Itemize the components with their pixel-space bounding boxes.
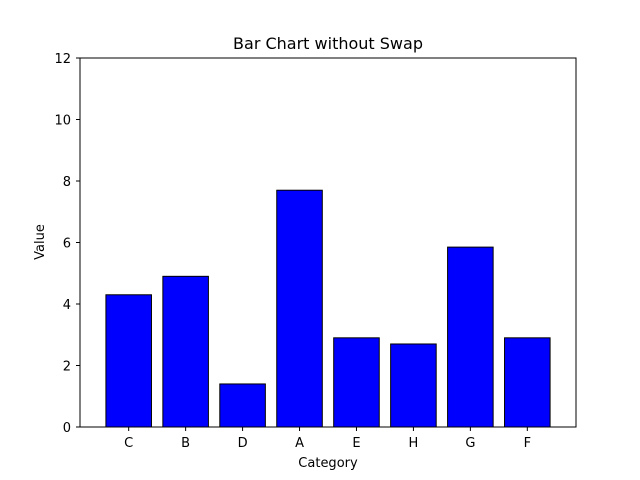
- y-tick-label: 10: [54, 114, 71, 129]
- bar-F: [504, 337, 551, 428]
- plot-frame: [79, 57, 577, 428]
- x-tick-label: H: [409, 436, 419, 451]
- x-axis-label: Category: [298, 456, 358, 471]
- bar-E: [333, 337, 380, 428]
- chart-title: Bar Chart without Swap: [233, 34, 423, 53]
- x-tick-label: A: [295, 436, 304, 451]
- y-axis-ticks: 0 2 4 6 8 10 12: [54, 52, 80, 436]
- x-tick-label: B: [181, 436, 190, 451]
- bars-group: [105, 189, 551, 428]
- x-tick-label: C: [124, 436, 133, 451]
- y-tick-label: 8: [63, 175, 71, 190]
- x-tick-label: D: [238, 436, 248, 451]
- y-tick-label: 4: [63, 298, 71, 313]
- bar-A: [276, 189, 323, 428]
- y-tick-label: 12: [54, 52, 71, 67]
- y-tick-label: 6: [63, 237, 71, 252]
- y-tick-label: 2: [63, 360, 71, 375]
- y-axis-label: Value: [33, 224, 48, 260]
- x-tick-label: F: [524, 436, 531, 451]
- bar-D: [219, 383, 266, 428]
- bar-G: [447, 246, 494, 428]
- bar-B: [162, 275, 209, 428]
- x-tick-label: E: [352, 436, 360, 451]
- x-tick-label: G: [465, 436, 475, 451]
- y-tick-label: 0: [63, 421, 71, 436]
- bar-C: [105, 294, 152, 428]
- bar-H: [390, 343, 437, 428]
